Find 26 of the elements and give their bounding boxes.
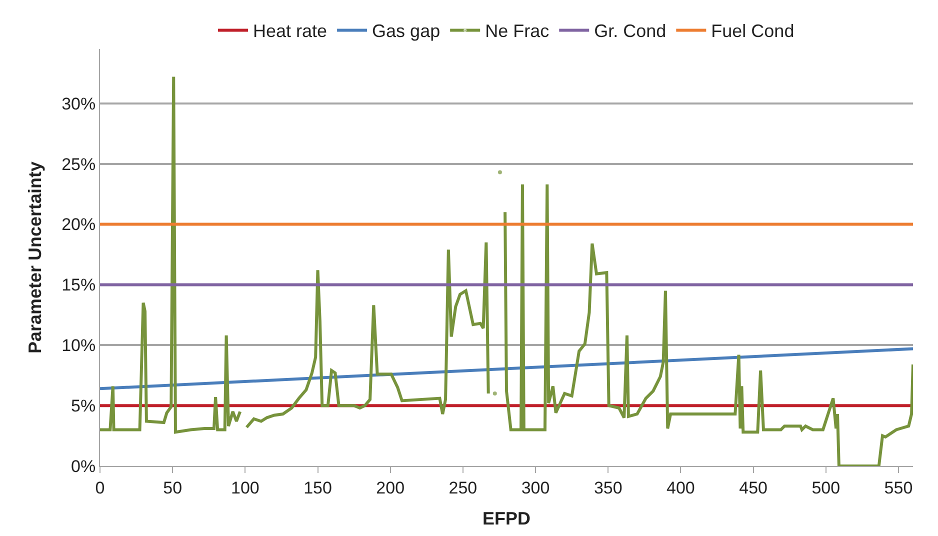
- x-tick-label: 100: [230, 478, 260, 498]
- x-axis-title: EFPD: [482, 508, 531, 528]
- y-tick-label: 30%: [62, 94, 96, 114]
- x-tick-label: 300: [521, 478, 550, 498]
- legend-label: Ne Frac: [485, 21, 550, 42]
- y-tick-label: 15%: [62, 276, 96, 295]
- y-tick-label: 5%: [71, 396, 96, 416]
- y-tick-label: 25%: [62, 154, 96, 174]
- x-tick-label: 550: [884, 478, 913, 498]
- legend-label: Heat rate: [253, 21, 328, 42]
- x-tick-label: 500: [812, 478, 840, 498]
- x-tick-label: 450: [739, 478, 768, 498]
- y-tick-label: 20%: [62, 215, 96, 234]
- x-tick-label: 200: [376, 478, 405, 498]
- x-tick-label: 250: [448, 478, 478, 498]
- x-tick-label: 50: [163, 478, 182, 498]
- x-tick-label: 0: [95, 478, 105, 498]
- x-tick-label: 400: [666, 478, 695, 498]
- legend-label: Gr. Cond: [594, 21, 666, 42]
- y-tick-label: 10%: [62, 336, 96, 356]
- y-tick-label: 0%: [71, 456, 96, 476]
- x-tick-label: 350: [594, 478, 622, 498]
- legend-label: Gas gap: [372, 21, 440, 42]
- y-axis-title: Parameter Uncertainty: [24, 161, 45, 354]
- x-tick-label: 150: [304, 478, 332, 498]
- legend-label: Fuel Cond: [711, 21, 794, 42]
